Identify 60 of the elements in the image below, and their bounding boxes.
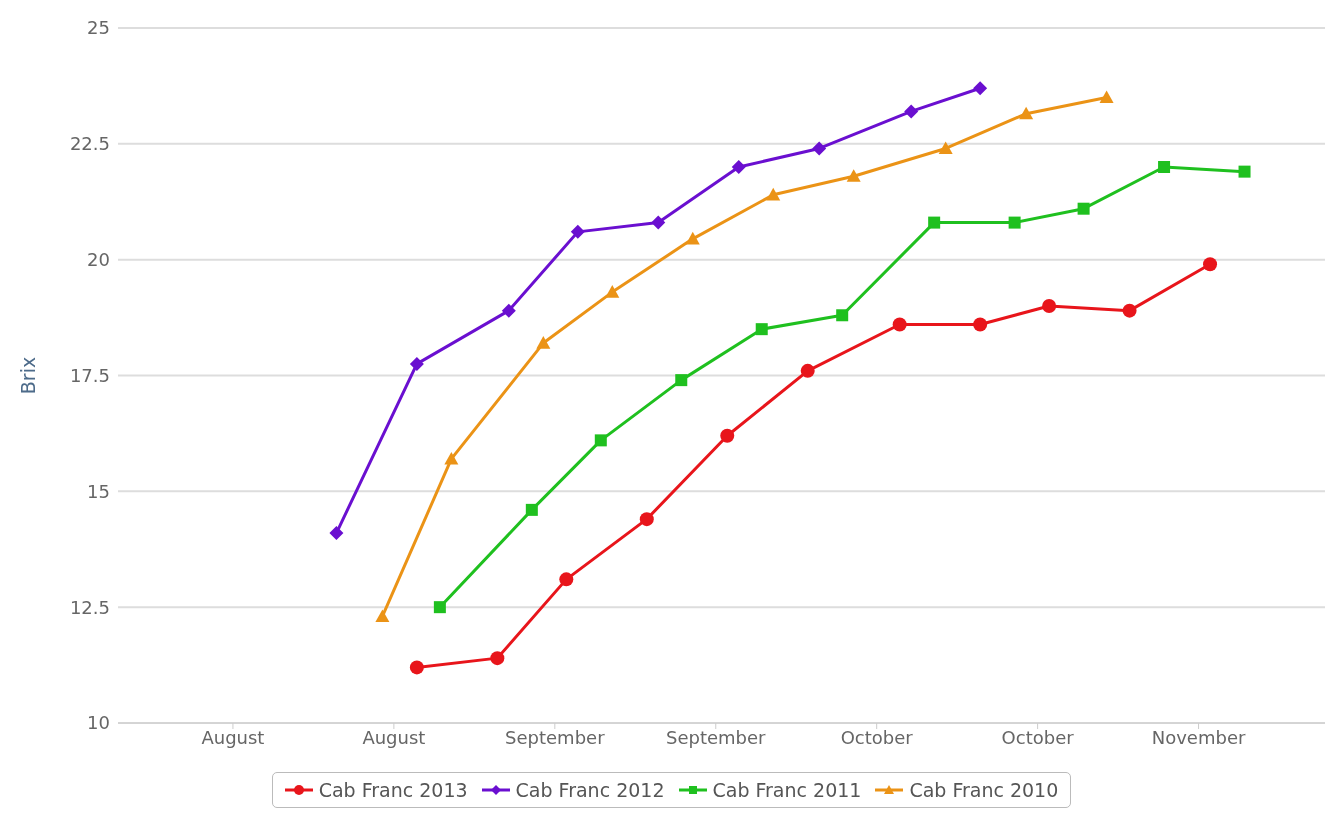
point — [675, 374, 688, 387]
point — [375, 609, 390, 623]
x-tick-label: October — [1001, 726, 1075, 748]
y-axis-title: Brix — [16, 356, 39, 395]
point — [329, 526, 344, 541]
point — [685, 231, 700, 245]
legend-label: Cab Franc 2013 — [318, 779, 468, 801]
y-tick-label: 17.5 — [69, 364, 110, 386]
point — [433, 601, 446, 614]
point — [605, 285, 620, 298]
point — [1019, 106, 1034, 120]
x-tick-label: August — [201, 726, 265, 748]
point — [1158, 161, 1171, 173]
point — [846, 169, 861, 182]
point — [904, 104, 919, 119]
legend-label: Cab Franc 2012 — [515, 779, 665, 801]
point — [490, 651, 505, 666]
point — [973, 317, 988, 332]
point — [1122, 303, 1137, 318]
point — [570, 224, 585, 239]
point — [651, 215, 666, 230]
point — [892, 317, 907, 332]
point — [938, 141, 953, 155]
x-tick-label: August — [362, 726, 426, 748]
point — [594, 434, 607, 447]
point — [1042, 299, 1057, 313]
x-tick-label: September — [666, 726, 767, 748]
point — [1077, 202, 1090, 215]
y-tick-label: 25 — [87, 17, 110, 39]
legend-label: Cab Franc 2011 — [712, 779, 862, 801]
point — [409, 356, 424, 371]
point — [766, 187, 781, 201]
point — [409, 660, 424, 675]
point — [639, 512, 654, 527]
point — [536, 336, 551, 349]
point — [1238, 165, 1251, 178]
point — [1203, 257, 1218, 272]
point — [1099, 90, 1114, 104]
point — [559, 572, 574, 587]
point — [928, 216, 941, 229]
legend-label: Cab Franc 2010 — [909, 779, 1059, 801]
y-tick-label: 12.5 — [69, 596, 110, 618]
point — [836, 309, 849, 322]
point — [731, 160, 746, 174]
point — [812, 141, 827, 156]
point — [973, 81, 988, 96]
point — [444, 451, 459, 465]
point — [501, 303, 516, 318]
x-tick-label: November — [1151, 726, 1246, 748]
y-tick-label: 22.5 — [69, 133, 110, 155]
x-tick-label: September — [505, 726, 606, 748]
point — [755, 323, 768, 336]
point — [800, 363, 815, 378]
y-tick-label: 20 — [87, 249, 110, 271]
point — [720, 428, 735, 443]
y-tick-label: 10 — [87, 712, 110, 734]
y-tick-label: 15 — [87, 480, 110, 502]
point — [1008, 216, 1021, 229]
x-tick-label: October — [840, 726, 914, 748]
point — [525, 503, 538, 516]
